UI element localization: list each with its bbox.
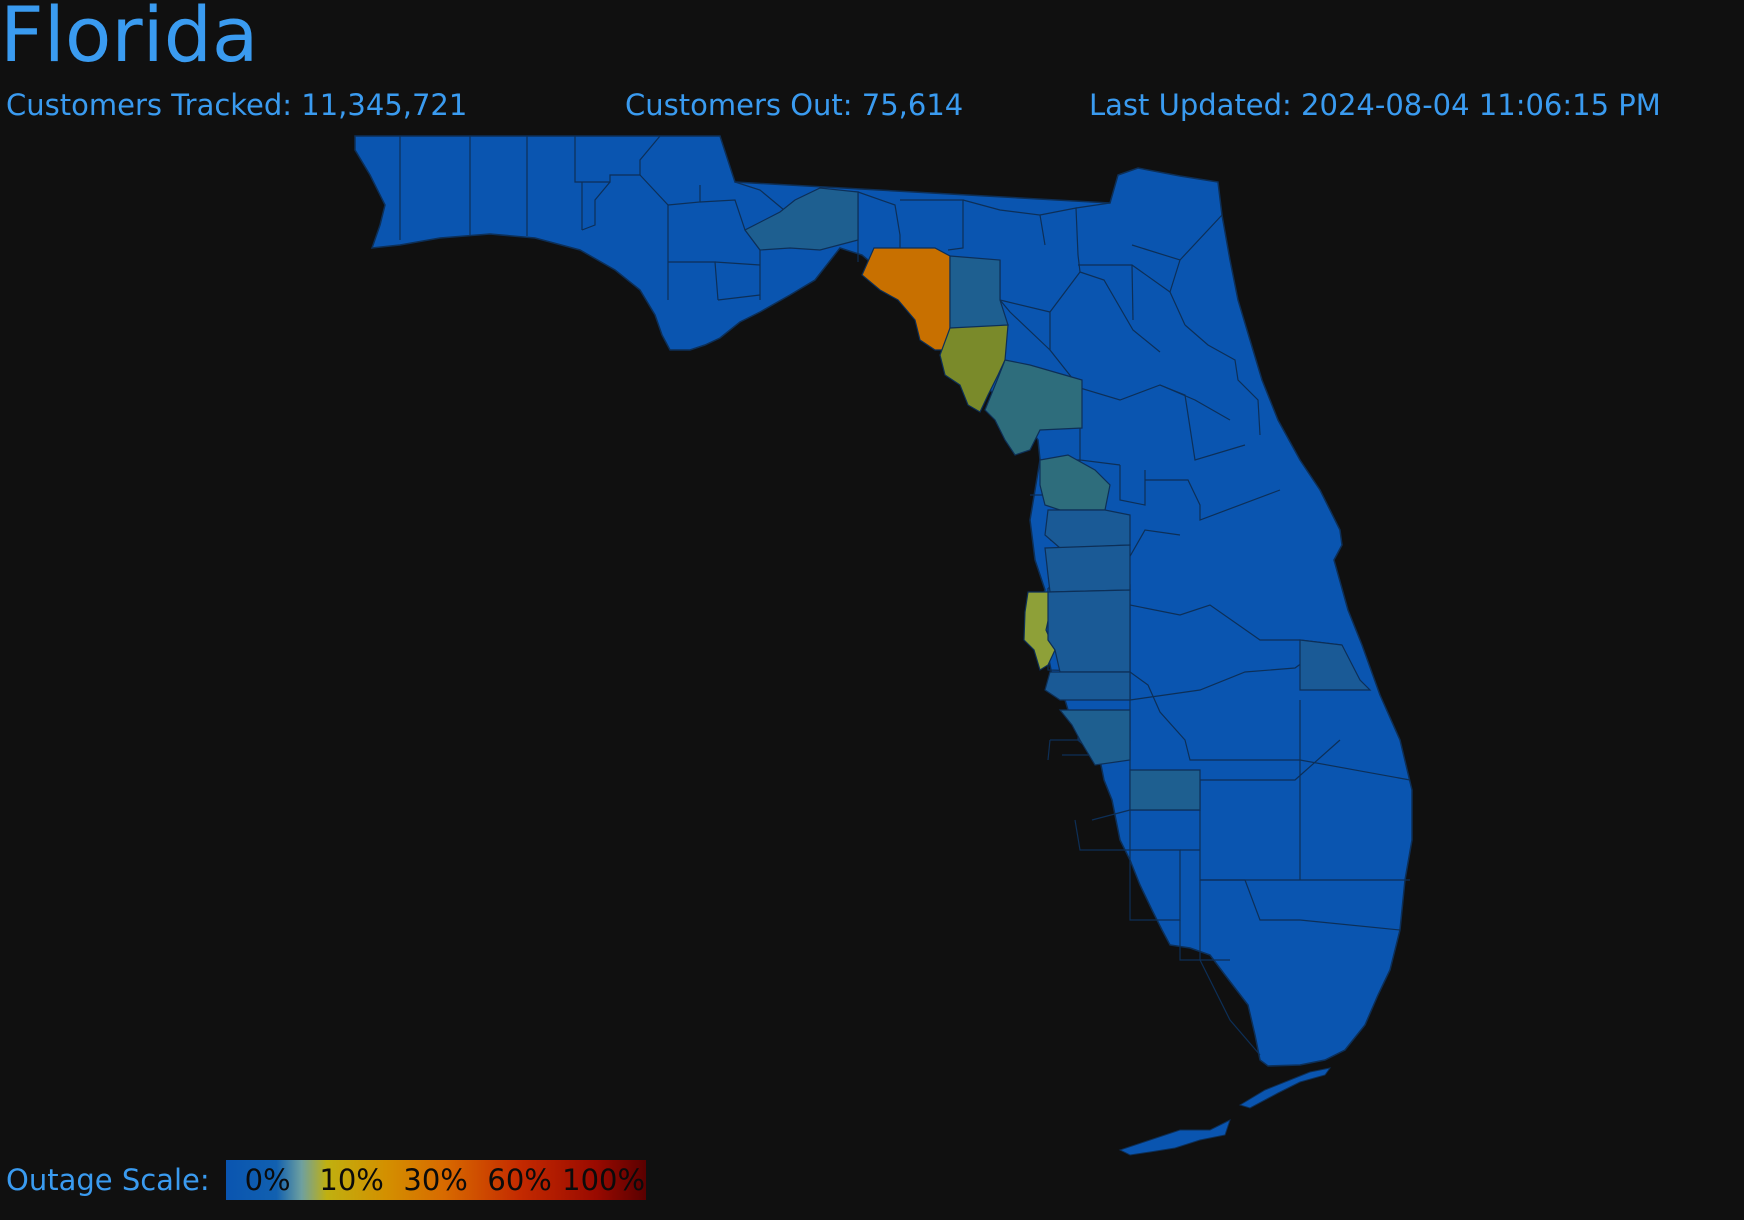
legend-tick-10: 10%: [319, 1163, 384, 1197]
customers-out: Customers Out: 75,614: [625, 88, 964, 122]
county-blue-central-4: [1044, 544, 1131, 593]
county-blue-sarasota: [1058, 709, 1131, 766]
county-blue-tampa: [1047, 589, 1131, 673]
county-blue-brevard: [1299, 639, 1372, 691]
county-blue-central-3: [1044, 509, 1131, 549]
customers-tracked: Customers Tracked: 11,345,721: [6, 88, 468, 122]
florida-keys-west: [1238, 1067, 1332, 1109]
county-teal-central-1: [984, 359, 1083, 456]
legend-tick-0: 0%: [244, 1163, 291, 1197]
outage-scale-legend: Outage Scale: 0% 10% 30% 60% 100%: [6, 1160, 646, 1200]
county-blue-teal: [949, 255, 1009, 331]
legend-tick-100: 100%: [562, 1163, 646, 1197]
county-orange-outage: [861, 247, 951, 351]
county-olive-outage: [939, 324, 1009, 413]
florida-keys: [1118, 1119, 1231, 1156]
county-teal-panhandle: [744, 187, 859, 251]
legend-tick-60: 60%: [487, 1163, 552, 1197]
legend-gradient-bar: 0% 10% 30% 60% 100%: [225, 1160, 646, 1200]
county-blue-charlotte: [1129, 769, 1201, 811]
state-title: Florida: [0, 0, 259, 79]
legend-label: Outage Scale:: [6, 1163, 210, 1197]
legend-tick-30: 30%: [403, 1163, 468, 1197]
county-blue-manatee: [1044, 671, 1131, 701]
last-updated: Last Updated: 2024-08-04 11:06:15 PM: [1089, 88, 1661, 122]
